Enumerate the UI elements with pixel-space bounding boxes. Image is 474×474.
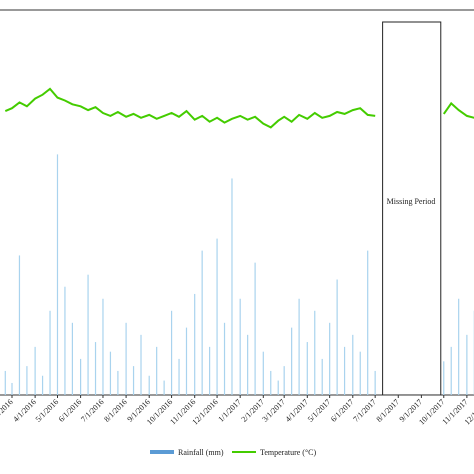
rain-bar xyxy=(443,361,445,395)
rain-bar xyxy=(132,366,135,395)
rain-bar xyxy=(170,310,173,395)
rain-bar xyxy=(329,322,331,395)
rain-bar xyxy=(352,334,354,395)
rain-bar xyxy=(87,274,89,395)
x-tick-label: 7/1/2017 xyxy=(351,397,377,423)
rain-bar xyxy=(247,334,249,395)
rain-bar xyxy=(102,298,104,395)
x-tick-label: 4/1/2016 xyxy=(11,397,37,423)
rain-bar xyxy=(94,342,97,395)
rain-bar xyxy=(71,322,74,395)
rain-bar xyxy=(336,279,338,395)
legend-label: Temperature (°C) xyxy=(260,448,317,457)
rain-bar xyxy=(343,346,346,395)
x-tick-label: 6/1/2017 xyxy=(329,397,355,423)
missing-period-box xyxy=(382,21,442,395)
rain-bar xyxy=(201,250,203,395)
x-tick-label: 3/1/2017 xyxy=(260,397,286,423)
rain-bar xyxy=(283,366,285,395)
rain-bar xyxy=(163,380,165,395)
rain-bar xyxy=(298,298,300,395)
rain-bar xyxy=(270,370,272,395)
x-tick-label: 6/1/2016 xyxy=(57,397,83,423)
rain-bar xyxy=(49,310,51,395)
rain-bar xyxy=(458,298,460,395)
rain-bar xyxy=(239,298,241,395)
rain-bar xyxy=(178,358,180,395)
rain-bar xyxy=(80,358,82,395)
rain-bar xyxy=(223,322,226,395)
plot-frame xyxy=(0,9,474,396)
rain-bar xyxy=(125,322,127,395)
rain-bar xyxy=(41,375,44,395)
rain-bar xyxy=(466,334,468,395)
rain-bar xyxy=(34,346,36,395)
rain-bar xyxy=(367,250,369,395)
x-tick-label: 5/1/2017 xyxy=(306,397,332,423)
rain-bar xyxy=(156,346,158,395)
x-tick-label: 4/1/2017 xyxy=(284,397,310,423)
x-tick-label: 1/1/2017 xyxy=(216,397,242,423)
rain-bar xyxy=(18,255,21,395)
x-tick-label: 8/1/2017 xyxy=(374,397,400,423)
rain-bar xyxy=(277,380,279,395)
rain-bar xyxy=(109,351,112,395)
temperature-line xyxy=(4,87,474,129)
rain-bar xyxy=(306,342,308,395)
plot-area xyxy=(4,21,474,395)
rain-bar xyxy=(321,358,323,395)
rain-bar xyxy=(56,154,59,395)
x-tick-label: 8/1/2016 xyxy=(102,397,128,423)
rain-bar xyxy=(291,327,293,395)
rain-bar xyxy=(117,370,119,395)
rain-bar xyxy=(185,327,188,395)
legend-swatch xyxy=(150,450,174,454)
rain-bar xyxy=(262,351,264,395)
rain-bar xyxy=(4,370,6,395)
legend-label: Rainfall (mm) xyxy=(178,448,224,457)
rain-bar xyxy=(148,375,150,395)
rain-bar xyxy=(64,286,66,395)
rain-bar xyxy=(216,238,218,395)
rain-bar xyxy=(26,366,28,395)
x-tick-label: 7/1/2016 xyxy=(79,397,105,423)
rain-bar xyxy=(231,178,233,395)
annotation-label: Missing Period xyxy=(386,197,436,206)
x-tick-label: 5/1/2016 xyxy=(34,397,60,423)
rain-bar xyxy=(254,262,256,395)
rain-bar xyxy=(194,293,196,395)
rain-bar xyxy=(11,382,13,395)
rain-bar xyxy=(209,346,211,395)
rain-bar xyxy=(359,351,361,395)
rain-bar xyxy=(450,346,452,395)
rain-bar xyxy=(374,370,376,395)
rain-bar xyxy=(140,334,142,395)
rain-bar xyxy=(314,310,316,395)
